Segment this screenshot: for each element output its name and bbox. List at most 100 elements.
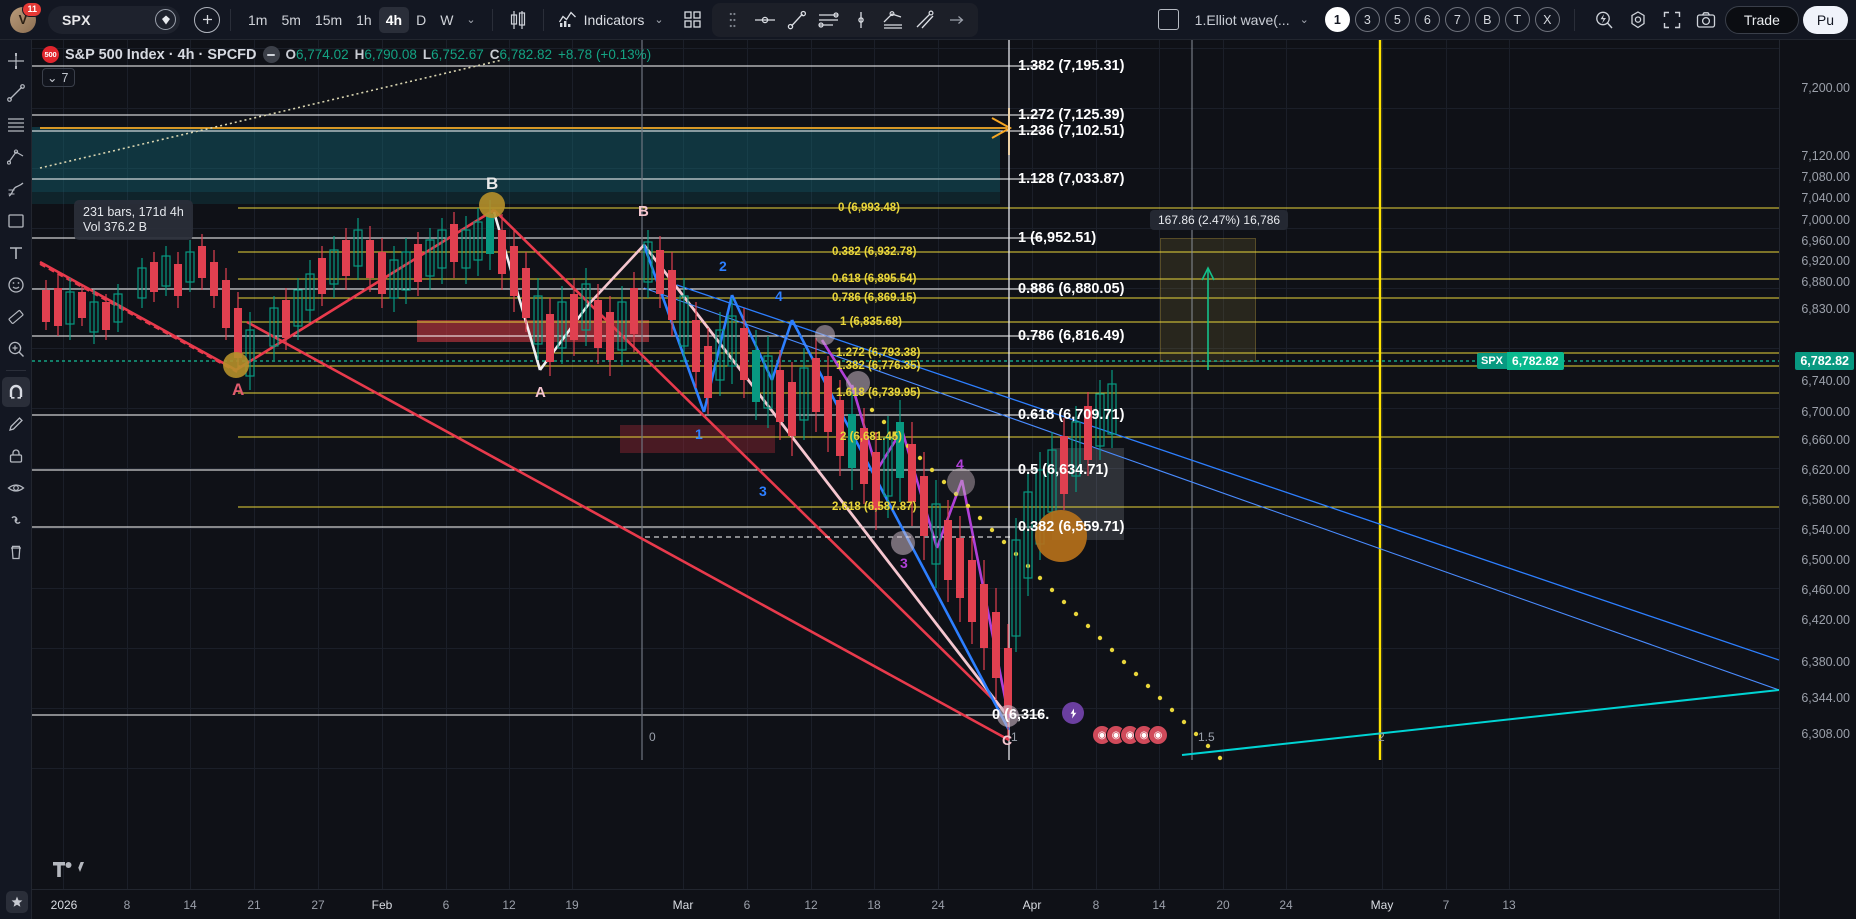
time-tick-21: 21 [247,898,261,912]
pitchfork-icon[interactable] [2,142,30,172]
hide-series-icon[interactable] [262,46,280,63]
wave-chevron-down-icon[interactable]: ⌄ [1299,14,1309,26]
time-tick-18-mar: 18 [867,898,881,912]
indicators-button[interactable]: Indicators [554,10,649,29]
time-tick-14: 14 [183,898,197,912]
time-tick-14-apr: 14 [1152,898,1166,912]
notification-badge[interactable]: 11 [22,1,42,17]
object-tree-icon[interactable] [2,505,30,535]
demand-zone [620,425,775,453]
trash-icon[interactable] [2,537,30,567]
arrow-right-icon[interactable] [942,6,972,34]
supply-zone-band [32,127,1000,192]
brush-icon[interactable] [2,174,30,204]
symbol-search[interactable]: SPX [48,5,180,34]
interval-5m[interactable]: 5m [281,11,301,28]
interval-1h[interactable]: 1h [356,11,372,28]
symbol-flag-icon[interactable] [155,9,176,30]
cross-cursor-icon[interactable] [2,46,30,76]
wave-visibility-checkbox[interactable] [1157,9,1179,30]
emoji-reaction-cluster[interactable]: ◉ ◉ ◉ ◉ ◉ [1092,725,1168,745]
wave-label-3: 3 [759,483,767,499]
magnet-icon[interactable] [1,377,30,407]
wave-degree-1[interactable]: 1 [1324,7,1350,32]
study-count-collapse[interactable]: ⌄ 7 [42,68,76,87]
fib-retracement-icon[interactable] [910,6,940,34]
fullscreen-icon[interactable] [1657,6,1687,34]
trade-button[interactable]: Trade [1724,5,1799,34]
wave-tool-label[interactable]: 1.Elliot wave(... [1194,11,1290,28]
left-drawing-toolbar [0,40,32,919]
wave-degree-7[interactable]: 7 [1444,7,1470,32]
fib-retracement-icon[interactable] [2,110,30,140]
wave-degree-b[interactable]: B [1474,7,1500,32]
layout-grid-icon[interactable] [678,6,708,34]
lightning-badge-icon[interactable] [1062,702,1084,724]
hide-drawings-icon[interactable] [2,473,30,503]
add-symbol-button[interactable] [194,6,220,33]
publish-button[interactable]: Pu [1802,5,1848,34]
price-tick-6740: 6,740.00 [1801,374,1850,388]
fib-anchor-0: 0 [649,730,656,744]
measure-ruler-icon[interactable] [2,302,30,332]
help-fab-icon[interactable] [6,891,28,913]
pitchfork-icon[interactable] [878,6,908,34]
indicators-chevron-down-icon[interactable]: ⌄ [654,14,664,26]
interval-d[interactable]: D [416,11,427,28]
emoji-chip-5[interactable]: ◉ [1148,725,1168,745]
wave-degree-5[interactable]: 5 [1384,7,1410,32]
sp500-badge-icon: 500 [42,46,59,63]
chevron-down-icon: ⌄ [47,71,58,85]
chart-canvas[interactable]: 500 S&P 500 Index · 4h · SPCFD O6,774.02… [32,40,1779,919]
user-avatar[interactable]: V 11 [10,1,42,33]
time-tick-8-apr: 8 [1092,898,1100,912]
trend-line-icon[interactable] [2,78,30,108]
price-tick-6500: 6,500.00 [1801,553,1850,567]
pencil-draw-icon[interactable] [2,409,30,439]
layout-selector[interactable] [678,6,708,34]
toolbar-divider-3 [542,8,544,31]
wave-degree-6[interactable]: 6 [1414,7,1440,32]
wave-degree-x[interactable]: X [1534,7,1560,32]
candlestick-icon[interactable] [503,6,533,34]
time-tick-20-apr: 20 [1216,898,1230,912]
measure-result-box: 167.86 (2.47%) 16,786 [1150,210,1289,230]
interval-more-chevron-down-icon[interactable]: ⌄ [466,14,476,26]
drag-dots-icon[interactable] [718,6,748,34]
chart-title[interactable]: S&P 500 Index · 4h · SPCFD [65,46,257,63]
wave-label-2: 2 [719,258,727,274]
text-icon[interactable] [2,238,30,268]
fib-y-label-1: 1 (6,835.68) [840,316,903,328]
measure-bars-line: 231 bars, 171d 4h [83,205,184,219]
wave-degree-t[interactable]: T [1504,7,1530,32]
time-axis[interactable]: 2026 8 14 21 27 Feb 6 12 19 Mar 6 12 18 … [32,889,1779,919]
trend-line-icon[interactable] [782,6,812,34]
time-tick-19-feb: 19 [565,898,579,912]
price-tick-6880: 6,880.00 [1801,275,1850,289]
interval-w[interactable]: W [440,11,454,28]
price-tick-7200: 7,200.00 [1801,81,1850,95]
wave-degree-3[interactable]: 3 [1354,7,1380,32]
interval-4h[interactable]: 4h [378,6,410,33]
emoji-icon[interactable] [2,270,30,300]
time-tick-6-feb: 6 [442,898,450,912]
price-axis[interactable]: 7,200.00 7,120.00 7,080.00 7,040.00 7,00… [1779,40,1856,919]
fib-y-label-2: 2 (6,681.45) [840,431,903,443]
horizontal-ray-icon[interactable] [750,6,780,34]
shapes-icon[interactable] [2,206,30,236]
interval-15m[interactable]: 15m [314,11,343,28]
interval-1m[interactable]: 1m [248,11,268,28]
fib-label-1236: 1.236 (7,102.51) [1018,123,1125,139]
zoom-in-icon[interactable] [2,334,30,364]
fib-label-0: 0 (6,316. [992,707,1050,723]
price-tick-6620: 6,620.00 [1801,463,1850,477]
parallel-channel-icon[interactable] [814,6,844,34]
lock-icon[interactable] [2,441,30,471]
gear-icon[interactable] [1623,6,1653,34]
lightning-replay-icon[interactable] [1589,6,1619,34]
fib-label-0382: 0.382 (6,559.71) [1018,519,1125,535]
vertical-line-icon[interactable] [846,6,876,34]
symbol-label: SPX [62,11,91,28]
chart-drawings-svg [32,40,1779,761]
camera-icon[interactable] [1691,6,1721,34]
